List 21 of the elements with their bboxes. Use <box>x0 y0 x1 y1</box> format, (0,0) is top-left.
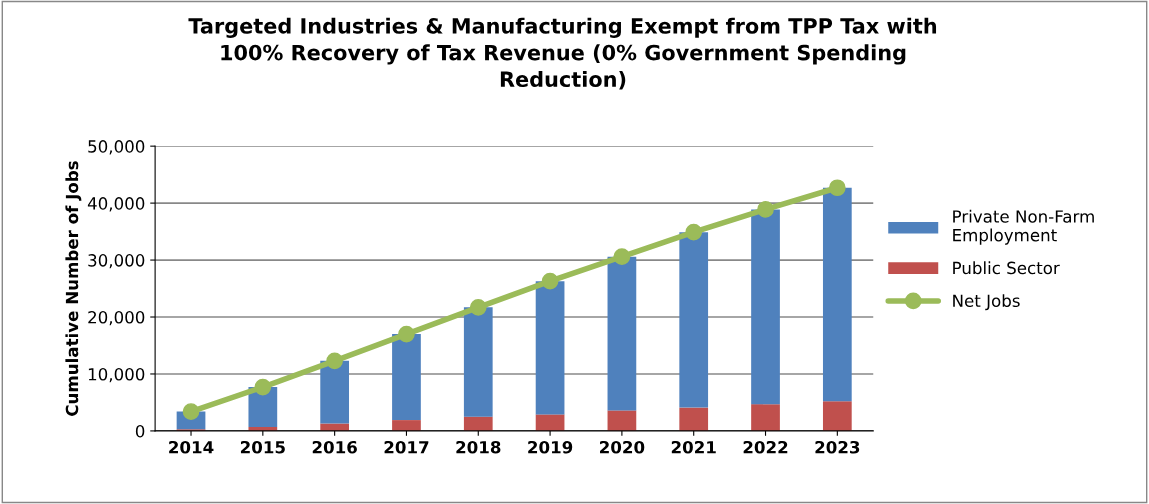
y-tick-label: 40,000 <box>87 197 145 212</box>
legend-label: Public Sector <box>953 261 1060 275</box>
x-tick-label: 2022 <box>743 440 788 454</box>
x-tick-label: 2015 <box>240 440 285 454</box>
x-tick-label: 2017 <box>384 440 429 454</box>
y-tick-label: 30,000 <box>88 254 145 269</box>
x-tick-label: 2016 <box>312 440 357 454</box>
x-tick-label: 2023 <box>815 440 860 454</box>
y-tick-label: 50,000 <box>88 140 145 155</box>
y-tick-label: 10,000 <box>88 367 145 383</box>
legend-label: Net Jobs <box>953 294 1020 311</box>
x-tick-label: 2020 <box>600 440 645 454</box>
y-tick-label: 0 <box>135 424 145 438</box>
x-tick-label: 2014 <box>169 440 214 454</box>
y-axis-title: Cumulative Number of Jobs <box>65 161 82 416</box>
y-tick-label: 20,000 <box>88 310 145 326</box>
x-tick-label: 2019 <box>528 440 573 454</box>
x-tick-label: 2021 <box>671 440 716 454</box>
legend-label: Private Non-Farm Employment <box>953 209 1094 245</box>
chart-title: Targeted Industries & Manufacturing Exempt from TPP Tax with 100% Recovery of Tax Revenue (0% Government Spending Reduction) <box>188 17 937 90</box>
x-tick-label: 2018 <box>456 440 501 454</box>
